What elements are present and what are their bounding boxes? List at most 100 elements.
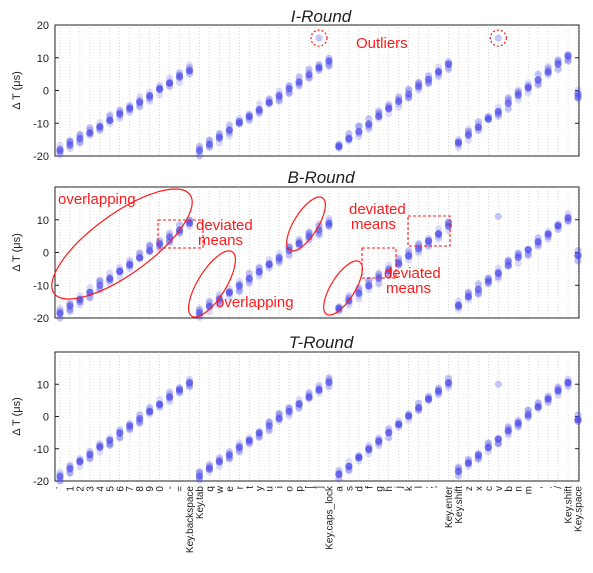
- x-tick-labels: `1234567890-=Key.backspaceKey.tabqwertyu…: [54, 485, 584, 553]
- mean-point-key-enter: [444, 222, 453, 230]
- mean-point-r: [235, 443, 243, 451]
- point-5: [106, 441, 114, 449]
- y-tick-label: 0: [43, 86, 49, 98]
- mean-point-v: [494, 269, 502, 277]
- mean-point-sym: [56, 309, 64, 317]
- point-u: [265, 427, 273, 435]
- point-s: [345, 130, 353, 138]
- x-tick-label: w: [215, 485, 226, 494]
- point-x: [474, 117, 482, 126]
- mean-point-sym: [175, 386, 184, 394]
- mean-point-4: [96, 281, 104, 289]
- point-j: [395, 92, 403, 100]
- point-i: [275, 97, 283, 106]
- point-w: [215, 301, 223, 309]
- point-q: [205, 297, 214, 305]
- mean-point-p: [295, 78, 303, 86]
- x-tick-label: ,: [534, 486, 545, 489]
- point-4: [96, 276, 104, 284]
- point-key-space: [574, 257, 582, 265]
- mean-point-7: [126, 260, 134, 269]
- point-sym: [56, 141, 64, 149]
- point-j: [395, 103, 403, 111]
- point-r: [235, 114, 243, 123]
- mean-point-sym: [434, 230, 443, 238]
- point-k: [405, 246, 413, 255]
- mean-point-key-enter: [444, 60, 453, 68]
- point-sym: [424, 242, 433, 250]
- mean-point-sym: [165, 233, 174, 241]
- point-sym: [544, 235, 552, 244]
- mean-point-t: [245, 274, 253, 283]
- outlier-point: [315, 34, 323, 42]
- mean-point-z: [464, 131, 473, 139]
- point-n: [514, 86, 522, 94]
- point-z: [464, 136, 473, 144]
- mean-point-0: [156, 85, 164, 93]
- mean-point-y: [255, 429, 263, 437]
- x-tick-label: e: [225, 486, 236, 492]
- mean-point-0: [156, 400, 164, 408]
- overlap-ellipse: [188, 250, 236, 318]
- point-r: [235, 287, 243, 295]
- overlap-ellipse: [323, 260, 363, 316]
- x-tick-label: y: [255, 486, 266, 491]
- point-v: [494, 440, 502, 448]
- x-tick-label: c: [484, 486, 495, 491]
- point-5: [106, 441, 114, 449]
- mean-point-1: [66, 302, 74, 310]
- point-key-tab: [195, 304, 204, 312]
- point-sym: [315, 232, 323, 240]
- mean-point-sym: [434, 68, 443, 76]
- mean-point-m: [524, 411, 532, 419]
- point-n: [514, 259, 522, 267]
- x-tick-label: i: [275, 486, 286, 488]
- point-sym: [534, 81, 542, 89]
- mean-point-sym: [534, 76, 542, 84]
- mean-point-y: [255, 105, 263, 114]
- outlier-point: [494, 380, 502, 388]
- x-tick-label: s: [344, 486, 355, 491]
- point-g: [375, 280, 383, 288]
- point-2: [76, 301, 84, 309]
- point-d: [355, 122, 363, 130]
- mean-point-d: [355, 454, 363, 462]
- point-9: [146, 241, 154, 249]
- mean-point-1: [66, 465, 74, 473]
- mean-point-key-enter: [444, 379, 453, 387]
- point-q: [205, 308, 214, 316]
- y-tick-label: -10: [33, 118, 49, 130]
- point-t: [245, 269, 253, 277]
- mean-point-p: [295, 240, 303, 248]
- mean-point-sym: [56, 472, 64, 480]
- point-s: [345, 130, 353, 138]
- y-tick-label: 20: [37, 20, 49, 32]
- x-tick-label: Key.enter: [444, 485, 455, 528]
- mean-point-l: [415, 83, 423, 91]
- x-tick-label: Key.shift: [564, 486, 575, 524]
- y-axis-label: Δ T (μs): [11, 233, 23, 272]
- y-tick-label: -20: [33, 476, 49, 488]
- x-tick-label: m: [524, 486, 535, 494]
- point-r: [235, 287, 243, 295]
- mean-point-key-tab: [195, 472, 204, 480]
- x-tick-label: n: [514, 486, 525, 492]
- mean-point-key-backspace: [185, 67, 194, 75]
- mean-point-key-tab: [195, 147, 204, 155]
- mean-point-sym: [554, 60, 562, 68]
- point-w: [215, 301, 223, 309]
- point-p: [295, 73, 303, 81]
- point-z: [464, 288, 473, 296]
- point-key-caps-lock: [325, 62, 333, 71]
- point-h: [385, 434, 393, 442]
- mean-point-y: [255, 267, 263, 276]
- point-4: [96, 276, 104, 285]
- mean-point-s: [345, 462, 353, 470]
- mean-point-h: [385, 105, 393, 113]
- mean-point-4: [96, 122, 104, 130]
- annotation-deviated-means: deviated means: [349, 201, 406, 233]
- point-f: [365, 277, 373, 285]
- overlap-ellipse: [286, 196, 326, 252]
- mean-point-key-space: [574, 416, 582, 424]
- point-f: [365, 114, 373, 123]
